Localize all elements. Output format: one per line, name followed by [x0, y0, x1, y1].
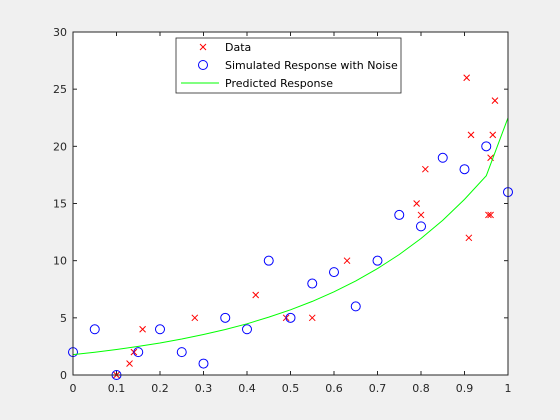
data-point — [485, 211, 492, 219]
data-point — [191, 314, 199, 322]
data-point — [467, 131, 475, 139]
simulated-point — [89, 324, 100, 335]
x-tick-label: 0.4 — [238, 382, 256, 395]
series-layer — [68, 74, 513, 380]
simulated-point — [220, 312, 231, 323]
data-point — [463, 74, 471, 82]
data-point — [417, 211, 425, 219]
simulated-point — [242, 324, 252, 335]
data-point — [487, 211, 494, 219]
y-tick-label: 10 — [53, 255, 67, 268]
data-point — [491, 97, 499, 104]
x-tick-label: 0 — [70, 382, 77, 395]
x-tick-label: 0.2 — [151, 382, 169, 395]
simulated-point — [307, 278, 318, 289]
x-tick-label: 1 — [505, 382, 512, 395]
x-tick-label: 0.9 — [456, 382, 474, 395]
legend-marker-x — [199, 43, 207, 51]
legend-label-predicted: Predicted Response — [225, 77, 333, 90]
simulated-point — [481, 141, 492, 152]
data-point — [465, 234, 473, 242]
simulated-point — [416, 221, 426, 232]
legend-box — [175, 37, 402, 94]
data-point — [421, 165, 429, 173]
simulated-point — [133, 347, 144, 358]
legend-entry-simulated: Simulated Response with Noise — [198, 59, 398, 72]
y-tick-label: 15 — [53, 198, 67, 211]
data-point — [489, 131, 497, 139]
y-tick-label: 25 — [53, 83, 67, 96]
y-tick-label: 30 — [53, 26, 67, 39]
legend-label-simulated: Simulated Response with Noise — [225, 59, 398, 72]
simulated-point — [263, 255, 274, 266]
data-point — [343, 257, 351, 265]
simulated-point — [176, 347, 187, 358]
data-point — [413, 200, 421, 207]
legend-marker-circle — [198, 60, 208, 70]
legend-entry-predicted: Predicted Response — [181, 77, 333, 90]
data-point — [139, 325, 146, 333]
y-tick-label: 20 — [53, 140, 67, 153]
x-axis-ticks: 0 0.1 0.2 0.3 0.4 0.5 0.6 0.7 0.8 0.9 1 — [70, 32, 512, 395]
simulated-point — [350, 301, 361, 312]
y-axis-ticks: 0 5 10 15 20 25 30 — [53, 26, 508, 382]
x-tick-label: 0.8 — [412, 382, 430, 395]
x-tick-label: 0.7 — [369, 382, 387, 395]
simulated-point — [372, 255, 383, 266]
data-point — [308, 314, 316, 322]
simulated-point — [329, 267, 339, 278]
x-tick-label: 0.6 — [325, 382, 343, 395]
plot-box — [72, 31, 509, 376]
y-tick-label: 5 — [60, 312, 67, 325]
simulated-point — [437, 152, 448, 163]
x-tick-label: 0.3 — [195, 382, 213, 395]
data-point — [126, 360, 133, 367]
simulated-point — [394, 209, 405, 220]
x-tick-label: 0.5 — [282, 382, 300, 395]
simulated-point — [155, 324, 165, 335]
data-point — [252, 291, 260, 299]
simulated-point — [285, 312, 296, 323]
legend-entry-data: Data — [199, 41, 251, 54]
simulated-point — [459, 164, 470, 175]
simulated-point — [198, 358, 209, 369]
y-tick-label: 0 — [60, 369, 67, 382]
legend: Data Simulated Response with Noise Predi… — [175, 37, 402, 94]
legend-label-data: Data — [225, 41, 251, 54]
x-tick-label: 0.1 — [108, 382, 126, 395]
predicted-response-line — [72, 117, 509, 356]
